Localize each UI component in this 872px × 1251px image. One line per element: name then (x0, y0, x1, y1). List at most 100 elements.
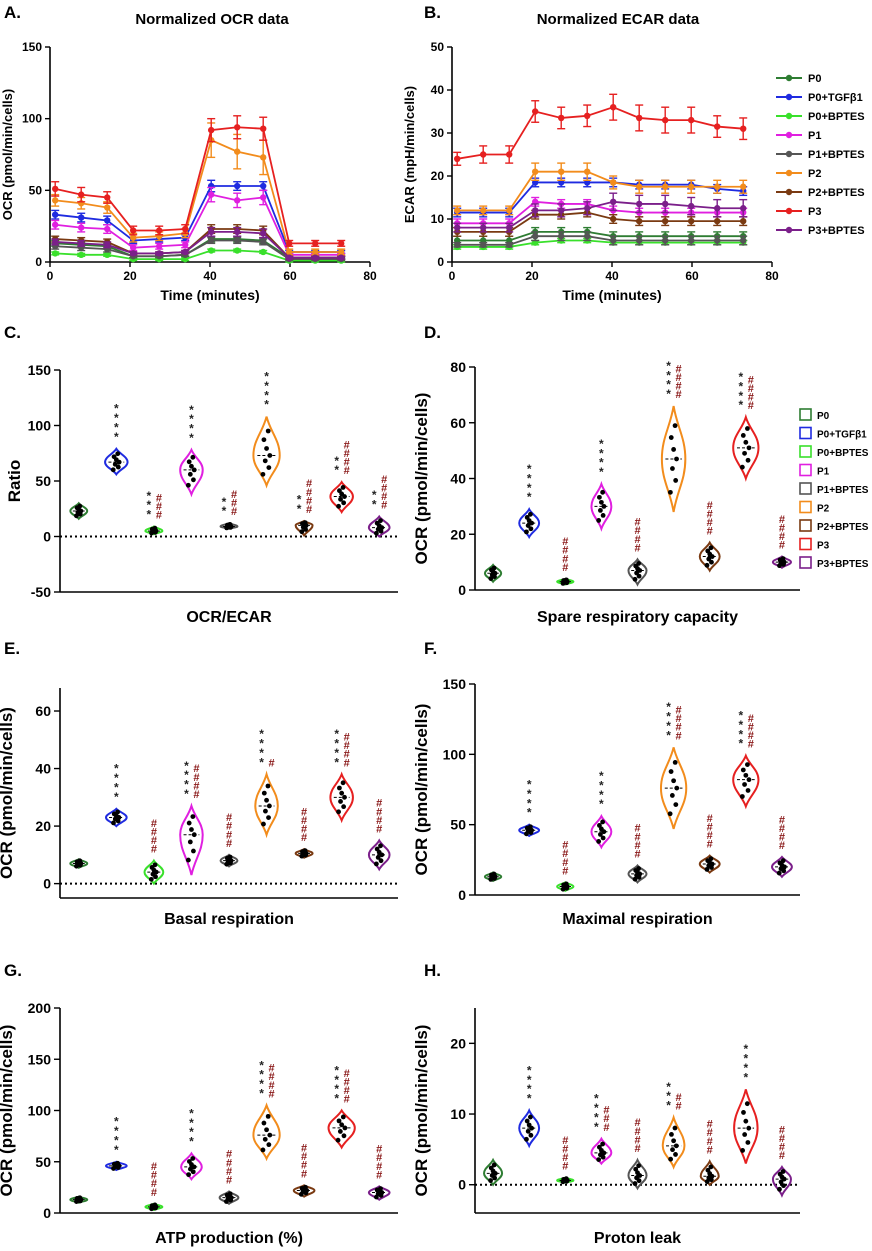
significance-hashes: # (376, 798, 382, 810)
panel-label: H. (424, 961, 441, 980)
data-point (704, 1179, 710, 1184)
significance-stars: * (527, 1063, 532, 1077)
significance-stars: * (189, 1106, 194, 1120)
significance-hashes: # (381, 482, 387, 494)
violin-p1 (180, 1151, 203, 1182)
violin-p0-tgf-1 (105, 1160, 128, 1172)
significance-hashes: # (268, 1063, 274, 1075)
violin-p1-bptes (219, 853, 239, 868)
data-point (337, 488, 342, 494)
data-point (115, 809, 121, 815)
legend-label: P2 (817, 504, 830, 515)
significance-hashes: # (268, 757, 274, 769)
data-point (600, 1141, 606, 1147)
data-point (780, 556, 786, 562)
significance-hashes: # (634, 823, 640, 835)
legend-label: P2+BPTES (808, 187, 865, 199)
violin-p2-bptes (698, 540, 721, 573)
significance-stars: * (147, 498, 152, 512)
significance-hashes: # (344, 740, 350, 752)
data-point (260, 194, 267, 201)
data-point (739, 464, 745, 470)
data-point (597, 1144, 602, 1150)
legend-marker (785, 150, 793, 158)
significance-hashes: # (226, 1166, 232, 1178)
series-line (457, 170, 744, 212)
significance-hashes: # (376, 1144, 382, 1156)
data-point (672, 1125, 678, 1131)
significance-stars: * (264, 370, 269, 384)
data-point (104, 225, 111, 233)
data-point (156, 227, 163, 234)
significance-stars: * (743, 1042, 748, 1056)
significance-hashes: # (301, 1151, 307, 1163)
significance-hashes: # (634, 840, 640, 852)
data-point (261, 437, 267, 443)
significance-hashes: # (344, 1076, 350, 1088)
data-point (688, 202, 695, 210)
significance-stars: * (259, 1068, 264, 1082)
data-point (52, 221, 59, 228)
x-axis-label: Spare respiratory capacity (537, 609, 738, 626)
significance-stars: * (599, 788, 604, 802)
legend-marker (785, 93, 793, 101)
data-point (112, 461, 118, 467)
data-point (267, 453, 273, 458)
data-point (636, 114, 643, 122)
data-point (528, 511, 533, 517)
significance-stars: * (114, 780, 119, 794)
y-axis-label: OCR (pmol/min/cells) (412, 704, 431, 876)
significance-hashes: # (562, 840, 568, 852)
data-point (743, 772, 749, 778)
significance-hashes: # (344, 439, 350, 451)
data-point (780, 1169, 786, 1174)
significance-stars: * (259, 1077, 264, 1091)
significance-hashes: # (344, 1094, 350, 1106)
significance-stars: * (222, 495, 227, 509)
data-point (264, 797, 269, 803)
data-point (208, 237, 215, 244)
data-point (286, 254, 293, 261)
data-point (186, 1172, 192, 1178)
legend-marker (785, 169, 793, 177)
data-point (708, 545, 714, 551)
data-point (745, 762, 750, 767)
series-line (55, 230, 342, 259)
data-point (636, 1163, 642, 1169)
data-point (662, 200, 669, 208)
significance-hashes: # (562, 562, 568, 574)
data-point (335, 1137, 341, 1143)
data-point (688, 217, 695, 225)
significance-stars: * (184, 759, 189, 773)
data-point (111, 820, 116, 826)
significance-hashes: # (603, 1105, 609, 1117)
significance-hashes: # (707, 839, 713, 851)
data-point (52, 238, 59, 246)
legend-label: P2 (808, 168, 821, 180)
significance-stars: * (114, 1115, 119, 1129)
significance-hashes: # (676, 389, 682, 401)
data-point (739, 794, 745, 799)
data-point (104, 204, 111, 211)
data-point (705, 548, 711, 554)
significance-stars: * (114, 1143, 119, 1157)
legend-label: P3 (817, 541, 830, 552)
data-point (378, 858, 384, 864)
significance-stars: * (527, 806, 532, 820)
data-point (480, 151, 487, 158)
data-point (596, 839, 602, 844)
significance-stars: * (666, 368, 671, 382)
violin-p1-bptes (218, 1190, 240, 1206)
data-point (704, 866, 710, 872)
data-point (234, 247, 241, 254)
significance-stars: * (259, 755, 264, 769)
x-axis-label: Time (minutes) (160, 287, 259, 303)
significance-hashes: # (562, 1161, 568, 1173)
violin-p2 (660, 405, 687, 513)
legend-violin-charts: P0 P0+TGFβ1 P0+BPTES P1 P1+BPTES P2 P2+BPTES P3… (799, 408, 869, 570)
violin-p0 (483, 563, 503, 584)
data-point (636, 561, 642, 566)
significance-hashes: # (193, 772, 199, 784)
x-axis-label: Proton leak (594, 1230, 681, 1247)
data-point (234, 228, 241, 236)
